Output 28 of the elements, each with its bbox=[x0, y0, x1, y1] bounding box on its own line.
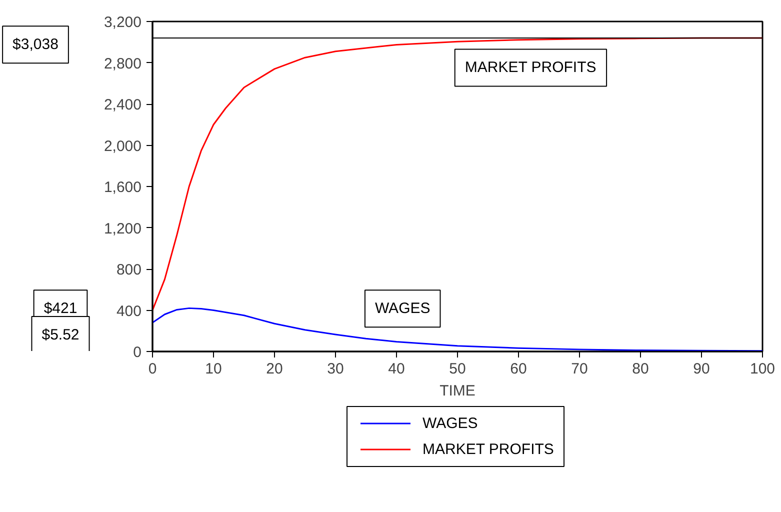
text: $3,038 bbox=[12, 36, 58, 54]
x-tick-label: 90 bbox=[693, 360, 710, 378]
x-tick-label: 0 bbox=[148, 360, 157, 378]
y-tick-label: 800 bbox=[116, 262, 142, 278]
text: $5.52 bbox=[42, 326, 80, 344]
x-tick-label: 10 bbox=[205, 360, 222, 378]
x-tick-label: 80 bbox=[632, 360, 649, 378]
annotation: WAGES bbox=[374, 300, 430, 318]
y-tick-label: 2,800 bbox=[104, 55, 142, 72]
x-tick-label: 70 bbox=[571, 360, 588, 378]
x-tick-label: 40 bbox=[388, 360, 405, 378]
text: $421 bbox=[44, 300, 78, 318]
y-tick-label: 3,200 bbox=[104, 14, 142, 31]
y-tick-label: 1,600 bbox=[104, 179, 142, 196]
legend-label: MARKET PROFITS bbox=[422, 441, 554, 458]
y-tick-label: 1,200 bbox=[104, 220, 142, 238]
legend-label: WAGES bbox=[422, 415, 478, 432]
x-tick-label: 50 bbox=[449, 360, 466, 378]
x-axis-title: TIME bbox=[440, 382, 476, 400]
y-tick-label: 2,000 bbox=[104, 138, 142, 155]
x-tick-label: 20 bbox=[266, 360, 283, 378]
y-tick-label: 0 bbox=[133, 344, 142, 361]
y-tick-label: 400 bbox=[116, 302, 142, 320]
x-tick-label: 30 bbox=[327, 360, 344, 378]
x-tick-label: 100 bbox=[750, 360, 776, 378]
y-tick-label: 2,400 bbox=[104, 96, 142, 114]
annotation: MARKET PROFITS bbox=[464, 59, 596, 76]
x-tick-label: 60 bbox=[510, 360, 527, 378]
